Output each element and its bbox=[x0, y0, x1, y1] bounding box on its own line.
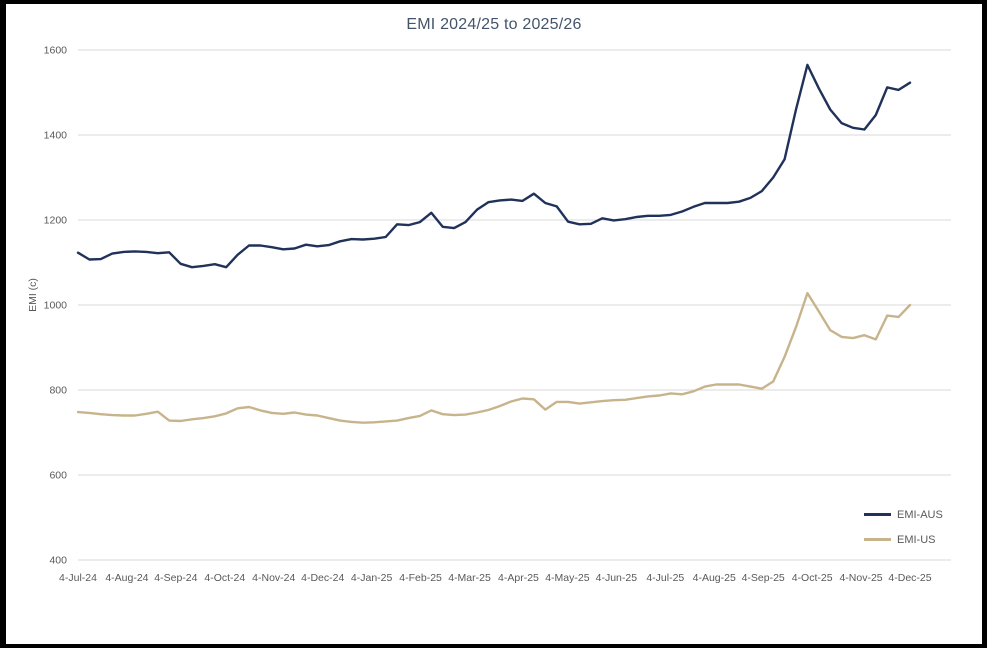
emi-aus-line-swatch bbox=[864, 513, 891, 516]
series-line-emi-aus bbox=[76, 63, 912, 269]
chart-title: EMI 2024/25 to 2025/26 bbox=[406, 16, 582, 33]
y-tick-label: 1600 bbox=[44, 45, 68, 57]
plot-area: 400 600 800 1000 1200 1400 1600 4-Jul-24 4-Aug-2… bbox=[44, 45, 951, 584]
x-tick-label: 4-Apr-25 bbox=[498, 572, 539, 584]
y-tick-label: 1000 bbox=[44, 300, 68, 312]
x-tick-label: 4-Dec-25 bbox=[888, 572, 931, 584]
y-tick-label: 1200 bbox=[44, 215, 68, 227]
x-tick-label: 4-Aug-24 bbox=[105, 572, 148, 584]
series-line-emi-us bbox=[76, 291, 912, 424]
x-tick-label: 4-Oct-25 bbox=[792, 572, 833, 584]
y-tick-label: 600 bbox=[49, 470, 67, 482]
legend-item-emi-us[interactable]: EMI-US bbox=[864, 527, 943, 552]
x-tick-label: 4-Sep-25 bbox=[742, 572, 785, 584]
y-tick-label: 400 bbox=[49, 555, 67, 567]
legend-item-emi-aus[interactable]: EMI-AUS bbox=[864, 502, 943, 527]
x-tick-label: 4-Jul-24 bbox=[59, 572, 97, 584]
x-tick-label: 4-Nov-24 bbox=[252, 572, 295, 584]
legend-label-emi-aus: EMI-AUS bbox=[897, 508, 943, 521]
x-tick-label: 4-Aug-25 bbox=[693, 572, 736, 584]
y-tick-label: 1400 bbox=[44, 130, 68, 142]
x-tick-label: 4-Nov-25 bbox=[839, 572, 882, 584]
x-tick-label: 4-Jul-25 bbox=[646, 572, 684, 584]
legend-label-emi-us: EMI-US bbox=[897, 533, 936, 546]
x-tick-label: 4-Oct-24 bbox=[204, 572, 245, 584]
x-tick-label: 4-Sep-24 bbox=[154, 572, 197, 584]
x-tick-label: 4-Jun-25 bbox=[596, 572, 638, 584]
x-tick-label: 4-Mar-25 bbox=[448, 572, 491, 584]
x-tick-label: 4-May-25 bbox=[545, 572, 590, 584]
x-tick-label: 4-Jan-25 bbox=[351, 572, 393, 584]
emi-us-line-swatch bbox=[864, 538, 891, 541]
y-tick-label: 800 bbox=[49, 385, 67, 397]
x-tick-label: 4-Feb-25 bbox=[399, 572, 442, 584]
x-tick-label: 4-Dec-24 bbox=[301, 572, 344, 584]
legend: EMI-AUS EMI-US bbox=[864, 502, 943, 552]
